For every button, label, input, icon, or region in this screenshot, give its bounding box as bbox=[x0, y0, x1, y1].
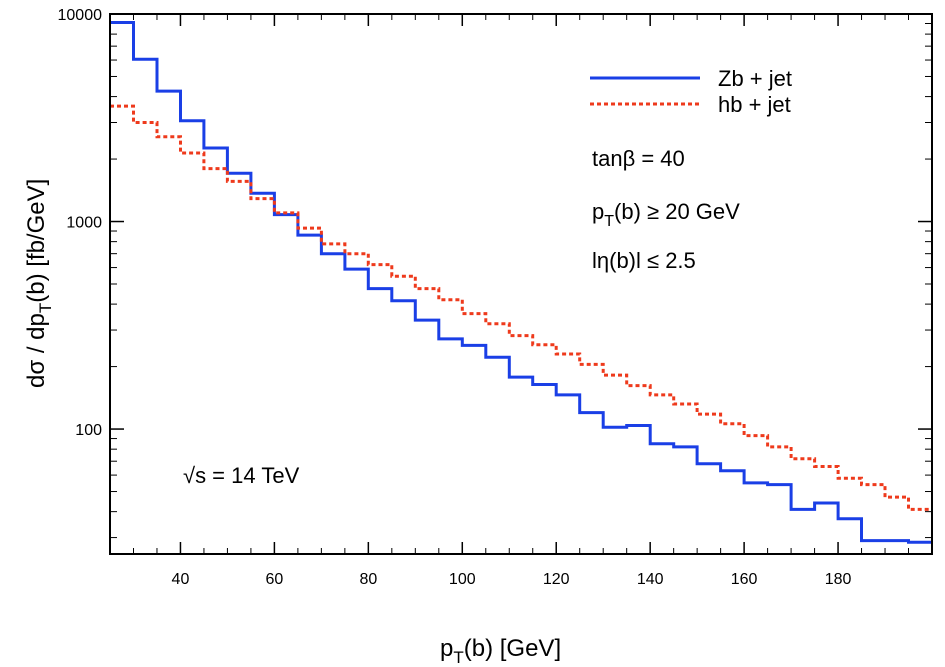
x-tick-label: 180 bbox=[825, 571, 852, 588]
y-axis-title: dσ / dpT(b) [fb/GeV] bbox=[23, 179, 55, 388]
series-line-zb-jet bbox=[110, 21, 932, 544]
annotation-energy: √s = 14 TeV bbox=[183, 463, 300, 488]
legend-label-zb-jet: Zb + jet bbox=[718, 66, 792, 91]
legend-label-hb-jet: hb + jet bbox=[718, 92, 791, 117]
x-tick-label: 120 bbox=[543, 571, 570, 588]
x-tick-label: 80 bbox=[359, 571, 377, 588]
x-tick-label: 140 bbox=[637, 571, 664, 588]
annotation-pt-cut: pT(b) ≥ 20 GeV bbox=[592, 199, 740, 230]
x-tick-label: 60 bbox=[266, 571, 284, 588]
series-line-hb-jet bbox=[110, 104, 932, 511]
y-tick-label: 10000 bbox=[58, 7, 103, 24]
plot-frame bbox=[109, 13, 933, 555]
x-axis-title: pT(b) [GeV] bbox=[440, 635, 561, 667]
x-tick-label: 160 bbox=[731, 571, 758, 588]
x-tick-label: 40 bbox=[172, 571, 190, 588]
series-layer bbox=[110, 21, 932, 544]
y-tick-label: 1000 bbox=[66, 215, 102, 232]
x-tick-label: 100 bbox=[449, 571, 476, 588]
tick-layer bbox=[109, 13, 933, 554]
annotation-eta-cut: lη(b)l ≤ 2.5 bbox=[592, 248, 696, 273]
y-tick-label: 100 bbox=[75, 422, 102, 439]
legend: Zb + jet hb + jet bbox=[590, 66, 792, 117]
annotation-tanbeta: tanβ = 40 bbox=[592, 146, 685, 171]
tick-label-layer: 40 60 80 100 120 140 160 180 100 1000 10000 bbox=[58, 7, 852, 588]
